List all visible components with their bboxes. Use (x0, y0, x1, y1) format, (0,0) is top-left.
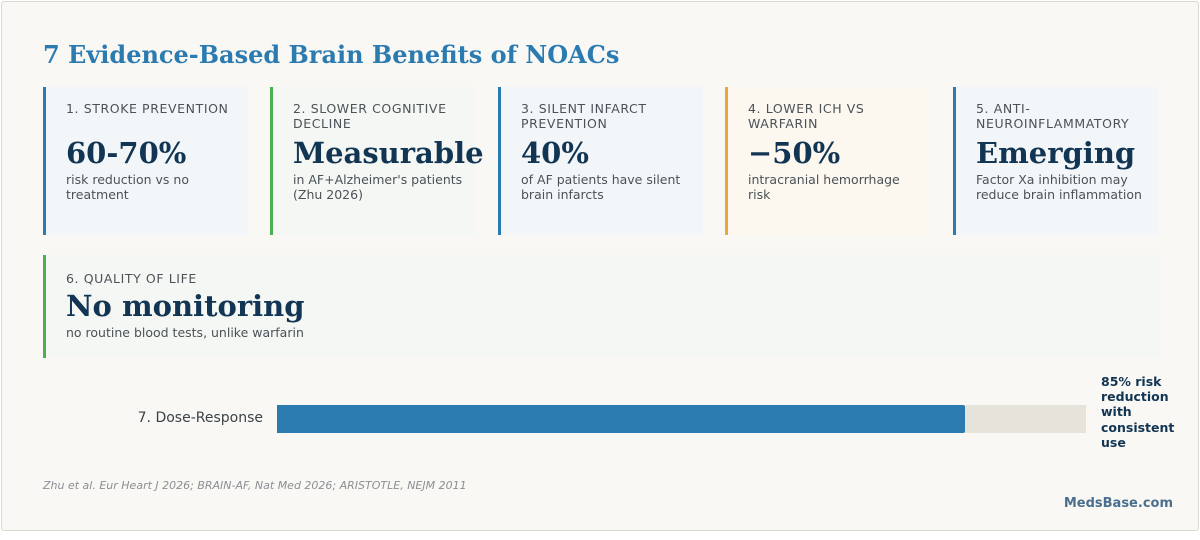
card-lower-ich: 4. LOWER ICH VS WARFARIN −50% intracrani… (725, 87, 930, 235)
card-value: Emerging (976, 136, 1136, 170)
card-value: 40% (521, 136, 589, 170)
dose-response-label: 7. Dose-Response (137, 410, 263, 426)
card-value: Measurable (293, 136, 484, 170)
card-description: Factor Xa inhibition may reduce brain in… (976, 172, 1142, 202)
card-value: 60-70% (66, 136, 187, 170)
card-stroke-prevention: 1. STROKE PREVENTION 60-70% risk reducti… (43, 87, 248, 235)
dose-response-fill (277, 405, 965, 433)
card-silent-infarct: 3. SILENT INFARCT PREVENTION 40% of AF p… (498, 87, 703, 235)
infographic-panel: 7 Evidence-Based Brain Benefits of NOACs… (1, 1, 1199, 531)
card-value: No monitoring (66, 289, 305, 323)
source-citation: Zhu et al. Eur Heart J 2026; BRAIN-AF, N… (43, 479, 467, 492)
card-label: 6. QUALITY OF LIFE (66, 271, 197, 286)
page-title: 7 Evidence-Based Brain Benefits of NOACs (43, 40, 620, 69)
card-description: intracranial hemorrhage risk (748, 172, 900, 202)
card-cognitive-decline: 2. SLOWER COGNITIVE DECLINE Measurable i… (270, 87, 484, 235)
brand-logo: MedsBase.com (1063, 496, 1173, 511)
card-description: risk reduction vs no treatment (66, 172, 189, 202)
card-description: of AF patients have silent brain infarct… (521, 172, 681, 202)
dose-response-note: 85% risk reduction with consistent use (1101, 374, 1175, 450)
card-value: −50% (748, 136, 841, 170)
card-label: 3. SILENT INFARCT PREVENTION (521, 101, 647, 131)
card-anti-neuroinflammatory: 5. ANTI-NEUROINFLAMMATORY Emerging Facto… (953, 87, 1158, 235)
card-description: no routine blood tests, unlike warfarin (66, 325, 304, 340)
card-label: 5. ANTI-NEUROINFLAMMATORY (976, 101, 1130, 131)
card-quality-of-life: 6. QUALITY OF LIFE No monitoring no rout… (43, 255, 1160, 358)
card-label: 1. STROKE PREVENTION (66, 101, 229, 116)
card-label: 2. SLOWER COGNITIVE DECLINE (293, 101, 447, 131)
card-description: in AF+Alzheimer's patients (Zhu 2026) (293, 172, 463, 202)
card-label: 4. LOWER ICH VS WARFARIN (748, 101, 865, 131)
dose-response-track (277, 405, 1086, 433)
